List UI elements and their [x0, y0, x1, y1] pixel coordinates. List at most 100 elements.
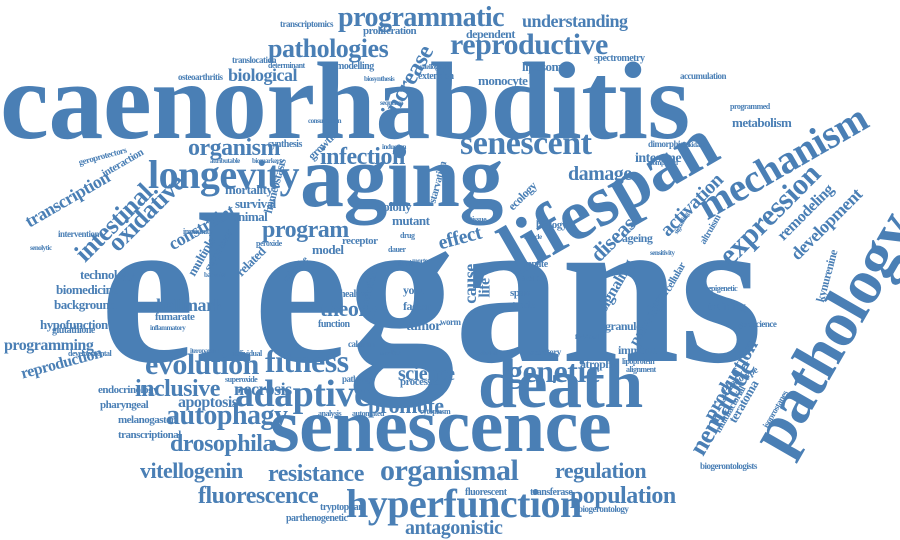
word-alignment: alignment: [626, 365, 656, 374]
word-trade: trade: [512, 299, 535, 311]
word-transcriptomics: transcriptomics: [280, 19, 334, 29]
word-adaptive: adaptive: [235, 373, 371, 415]
word-programmatic: programmatic: [338, 2, 505, 33]
word-analysis: analysis: [318, 409, 342, 418]
word-organism: organism: [188, 135, 281, 161]
word-drug: drug: [400, 231, 415, 240]
word-processes: processes: [400, 376, 440, 388]
word-attributable: attributable: [210, 157, 240, 165]
word-biomedicine: biomedicine: [56, 282, 118, 297]
word-melanogaster: melanogaster: [118, 414, 175, 426]
word-biology: biology: [536, 219, 567, 231]
word-vitellogenin: vitellogenin: [140, 458, 243, 483]
word-iteroparous: iteroparous: [190, 347, 219, 355]
word-tumor: tumor: [406, 319, 441, 334]
word-determinant: determinant: [268, 61, 305, 70]
word-biogerontology: biogerontology: [578, 504, 629, 514]
word-organismal: organismal: [380, 454, 519, 487]
word-action: action: [522, 273, 546, 284]
word-antagonistic: antagonistic: [405, 517, 503, 539]
word-promote: promote: [368, 393, 444, 418]
word-transferase: transferase: [530, 487, 573, 498]
word-program: program: [262, 217, 349, 243]
word-compound: compound: [650, 159, 678, 167]
word-inflammatory: inflammatory: [150, 324, 186, 332]
word-apoptosis: apoptosis: [178, 394, 238, 411]
word-individual: individual: [232, 349, 262, 358]
word-morte: morte: [412, 257, 428, 265]
word-inclusive: inclusive: [135, 376, 220, 402]
word-necrosis: necrosis: [234, 379, 292, 399]
word-osteoarthritis: osteoarthritis: [178, 72, 223, 82]
word-biogerontologists: biogerontologists: [700, 461, 757, 471]
word-extension: extension: [418, 71, 454, 82]
word-senescence: senescence: [270, 384, 612, 468]
word-consumption: consumption: [308, 117, 342, 125]
word-hallmark: hallmark: [156, 295, 224, 315]
word-factor: factor: [403, 299, 431, 313]
word-evolution: evolution: [145, 348, 259, 381]
word-ageing: ageing: [622, 231, 653, 245]
word-autophagy: autophagy: [166, 400, 288, 431]
word-survival: survival: [235, 196, 276, 211]
word-model: model: [312, 242, 344, 257]
word-span: span: [510, 287, 531, 299]
word-secretory: secretory: [530, 347, 561, 357]
word-geroscience: geroscience: [738, 319, 777, 329]
word-tissue: tissue: [470, 215, 487, 224]
word-automated: automated: [352, 409, 384, 418]
word-strain: strain: [398, 259, 416, 268]
word-pathway: pathway: [342, 374, 372, 384]
word-transcriptional: transcriptional: [118, 429, 181, 441]
word-sequence: sequence: [380, 99, 403, 107]
word-theory: theory: [320, 296, 379, 321]
word-pathologies: pathologies: [268, 34, 389, 63]
word-dependent: dependent: [466, 27, 515, 41]
word-hyperfunction: hyperfunction: [346, 481, 582, 526]
word-antioxidant: antioxidant: [676, 141, 705, 149]
word-function: function: [318, 319, 350, 330]
word-death: death: [478, 346, 643, 423]
word-lipoprotein: lipoprotein: [622, 357, 655, 366]
word-bacterial: bacterial: [204, 271, 226, 279]
word-endocrinology: endocrinology: [98, 384, 159, 396]
word-modelling: modelling: [336, 61, 374, 72]
word-atrophy: atrophy: [580, 357, 617, 371]
word-caenorhabditis: caenorhabditis: [0, 40, 690, 162]
word-animal: animal: [232, 209, 268, 224]
word-damage: damage: [568, 163, 632, 185]
word-yolk: yolk: [403, 283, 424, 297]
word-elegans: elegans: [100, 171, 763, 408]
word-metabolism: metabolism: [732, 115, 792, 130]
word-fumarate: fumarate: [155, 311, 195, 323]
word-tryptophan: tryptophan: [320, 502, 364, 513]
word-epigenetic: epigenetic: [708, 284, 738, 293]
word-aging: aging: [300, 129, 503, 226]
word-senescent: senescent: [460, 125, 592, 162]
word-drosophila: drosophila: [170, 431, 274, 457]
word-monocyte: monocyte: [478, 73, 528, 88]
word-vitellogenins: vitellogenins: [420, 63, 451, 71]
word-muscle: muscle: [524, 233, 542, 241]
word-mortality: mortality: [225, 182, 273, 197]
word-colony: colony: [378, 199, 412, 214]
word-fluorescence: fluorescence: [198, 483, 319, 509]
word-liposome: liposome: [522, 59, 568, 74]
word-forkhead: forkhead: [575, 333, 599, 341]
word-pharyngeal: pharyngeal: [100, 399, 149, 411]
word-science: science: [398, 363, 455, 385]
word-training: training: [708, 299, 746, 313]
word-worm: worm: [440, 317, 461, 327]
word-longevity: longevity: [148, 152, 300, 197]
word-resistance: resistance: [268, 461, 364, 487]
word-reproductive: reproductive: [450, 28, 608, 61]
word-sensitivity: sensitivity: [650, 249, 675, 257]
word-immunity: immunity: [183, 227, 213, 236]
word-hypofunction: hypofunction: [40, 317, 108, 332]
word-innate: innate: [524, 259, 548, 270]
word-peroxide: peroxide: [256, 239, 282, 248]
word-cytoplasm: cytoplasm: [420, 407, 451, 416]
word-mutant: mutant: [392, 213, 430, 228]
word-healthy: healthy: [340, 289, 369, 300]
word-infection: infection: [320, 144, 405, 170]
